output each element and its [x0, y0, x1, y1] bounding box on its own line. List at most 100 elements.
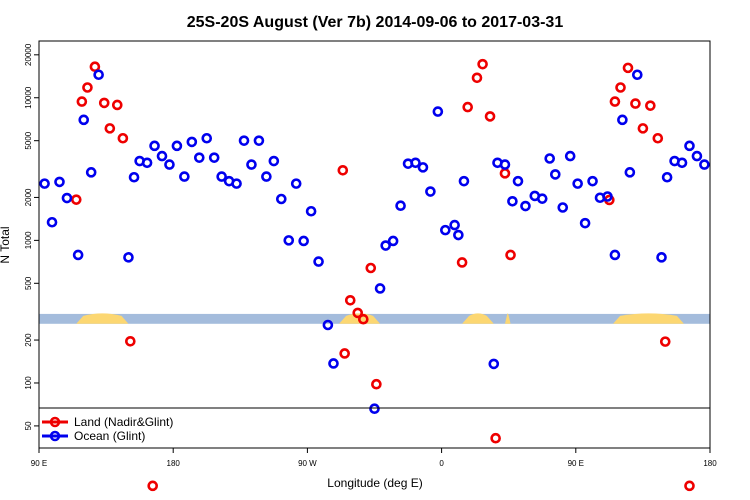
y-tick-label-3: 500 — [24, 276, 33, 290]
land-point-14 — [358, 313, 369, 325]
ocean-point-70 — [624, 167, 636, 178]
land-point-13 — [352, 307, 364, 319]
land-point-22 — [490, 432, 501, 444]
y-tick-label-5: 2000 — [24, 188, 33, 206]
surface-band — [39, 313, 710, 324]
ocean-point-17 — [186, 136, 198, 148]
y-tick-label-4: 1000 — [24, 231, 33, 249]
ocean-point-46 — [432, 106, 444, 117]
y-axis-label: N Total — [0, 226, 12, 263]
ocean-point-8 — [123, 252, 134, 263]
ocean-point-26 — [253, 135, 265, 146]
land-point-31 — [645, 100, 656, 111]
ocean-point-61 — [557, 202, 569, 213]
ocean-point-49 — [453, 229, 464, 241]
ocean-point-36 — [328, 358, 339, 369]
land-point-3 — [89, 61, 101, 73]
ocean-point-9 — [128, 171, 140, 183]
legend-ocean-marker — [49, 430, 61, 442]
ocean-point-13 — [156, 150, 168, 162]
ocean-point-71 — [632, 69, 643, 81]
land-point-29 — [630, 98, 641, 109]
ocean-point-30 — [283, 235, 295, 246]
land-point-27 — [615, 82, 626, 93]
x-tick-label-4: 90 E — [568, 459, 584, 468]
ocean-point-75 — [676, 157, 688, 169]
ocean-point-51 — [488, 358, 500, 370]
ocean-point-68 — [609, 249, 621, 261]
x-tick-label-5: 180 — [703, 459, 717, 468]
ocean-point-55 — [512, 175, 524, 187]
land-segment-3 — [504, 313, 511, 324]
land-point-20 — [477, 58, 488, 70]
ocean-point-78 — [699, 159, 710, 170]
ocean-point-53 — [499, 159, 511, 170]
ocean-point-31 — [290, 178, 302, 189]
ocean-point-28 — [268, 155, 280, 167]
y-tick-label-7: 10000 — [24, 86, 33, 109]
y-tick-label-8: 20000 — [24, 43, 33, 66]
land-point-16 — [371, 378, 382, 390]
ocean-point-43 — [410, 157, 421, 169]
ocean-point-0 — [39, 178, 50, 189]
land-point-15 — [365, 262, 377, 274]
ocean-point-29 — [276, 193, 287, 205]
land-point-0 — [70, 194, 82, 205]
ocean-point-41 — [395, 200, 406, 212]
ocean-point-15 — [171, 140, 183, 152]
land-point-32 — [652, 132, 664, 144]
ocean-point-77 — [691, 150, 703, 162]
x-tick-label-1: 180 — [167, 459, 181, 468]
ocean-point-44 — [417, 162, 429, 173]
land-segment-4 — [613, 313, 684, 324]
legend-land-label: Land (Nadir&Glint) — [74, 415, 173, 429]
ocean-point-72 — [656, 252, 667, 263]
x-tick-label-0: 90 E — [31, 459, 47, 468]
land-segment-2 — [462, 313, 494, 324]
ocean-point-58 — [536, 193, 548, 204]
legend-entry-ocean: Ocean (Glint) — [42, 429, 145, 443]
chart-title: 25S-20S August (Ver 7b) 2014-09-06 to 20… — [187, 14, 564, 31]
x-tick-label-2: 90 W — [298, 459, 317, 468]
ocean-point-21 — [216, 171, 227, 182]
x-axis-label: Longitude (deg E) — [327, 476, 422, 490]
land-point-12 — [344, 294, 356, 306]
legend-ocean-label: Ocean (Glint) — [74, 429, 145, 443]
ocean-point-60 — [549, 169, 561, 180]
land-point-8 — [125, 335, 136, 347]
ocean-point-20 — [208, 152, 220, 163]
legend: Land (Nadir&Glint) Ocean (Glint) — [42, 415, 173, 443]
ocean-point-37 — [369, 403, 380, 415]
land-point-30 — [637, 123, 649, 134]
land-point-6 — [111, 99, 123, 111]
land-point-21 — [484, 111, 496, 122]
land-point-9 — [147, 480, 158, 492]
data-points — [39, 58, 710, 492]
ocean-point-63 — [572, 178, 583, 189]
ocean-point-54 — [507, 195, 518, 207]
land-point-18 — [462, 101, 473, 113]
ocean-point-12 — [149, 140, 160, 152]
y-tick-label-1: 100 — [24, 376, 33, 390]
ocean-point-69 — [617, 114, 628, 126]
land-point-1 — [76, 96, 88, 107]
ocean-point-14 — [164, 159, 175, 170]
land-point-33 — [659, 336, 671, 347]
ocean-point-62 — [564, 150, 576, 162]
ocean-point-11 — [141, 157, 153, 169]
ocean-point-76 — [684, 140, 695, 152]
ocean-point-34 — [313, 256, 324, 267]
ocean-point-56 — [520, 200, 531, 212]
ocean-point-3 — [61, 192, 73, 204]
y-tick-label-6: 5000 — [24, 131, 33, 149]
ocean-point-59 — [544, 153, 556, 164]
ocean-point-47 — [440, 224, 451, 236]
x-tick-label-3: 0 — [439, 459, 444, 468]
land-point-19 — [471, 72, 483, 84]
ocean-point-27 — [261, 171, 272, 182]
ocean-point-2 — [54, 176, 65, 188]
land-point-10 — [339, 348, 350, 359]
ocean-point-64 — [579, 217, 591, 229]
ocean-point-16 — [179, 171, 190, 182]
land-point-24 — [505, 249, 516, 261]
